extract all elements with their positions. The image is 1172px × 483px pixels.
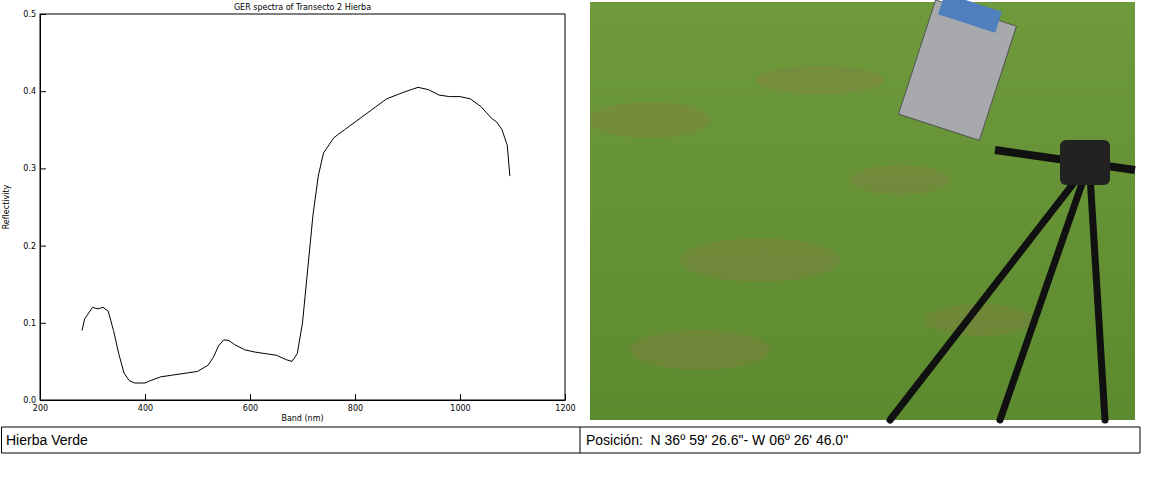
x-tick-mark [250, 394, 251, 400]
dry-patch [680, 238, 840, 282]
grass [590, 2, 1135, 420]
y-tick: 0.3 [23, 164, 46, 173]
y-axis: 0.0 0.1 0.2 0.3 0.4 0.5 [23, 10, 46, 405]
spectrum-line [82, 87, 510, 383]
y-tick-mark [40, 246, 46, 247]
plot-marks [82, 87, 510, 383]
caption-frame [2, 427, 1141, 453]
caption: Posición: N 36º 59' 26.6"- W 06º 26' 46.… [586, 432, 848, 448]
y-tick-mark [40, 14, 46, 15]
y-tick-mark [40, 168, 46, 169]
x-tick-label: 400 [138, 404, 153, 413]
y-tick: 0.2 [23, 242, 46, 251]
instrument-top [938, 0, 1002, 33]
cell-border [580, 427, 581, 453]
y-tick-mark [40, 400, 46, 401]
chart-title: GER spectra of Transecto 2 Hierba [234, 3, 371, 12]
x-axis-title: Band (nm) [281, 414, 323, 423]
tripod-head [1060, 140, 1110, 185]
x-tick-label: 1000 [450, 404, 470, 413]
y-tick-label: 0.1 [23, 319, 36, 328]
x-tick-mark [355, 394, 356, 400]
y-tick-label: 0.5 [23, 10, 36, 19]
x-tick-label: 800 [348, 404, 363, 413]
y-tick: 0.4 [23, 87, 46, 96]
tripod-leg [1090, 175, 1105, 420]
y-tick: 0.5 [23, 10, 46, 19]
x-tick: 400 [138, 394, 153, 413]
x-tick-mark [565, 394, 566, 400]
y-tick: 0.1 [23, 319, 46, 328]
cell-border [1140, 427, 1141, 453]
x-tick-mark [460, 394, 461, 400]
y-axis-line [40, 15, 41, 401]
dry-patch [590, 102, 710, 138]
y-axis-title: Reflectivity [2, 184, 11, 229]
x-axis-line [41, 400, 566, 401]
y-tick-label: 0.2 [23, 242, 36, 251]
photo [590, 0, 1135, 420]
plot-frame [40, 14, 565, 400]
y-tick-mark [40, 91, 46, 92]
x-tick: 600 [243, 394, 258, 413]
tripod-leg [1000, 175, 1085, 420]
dry-patch [755, 66, 885, 94]
x-axis: 20040060080010001200 [33, 394, 576, 413]
dry-patch [850, 165, 950, 195]
y-tick-label: 0.4 [23, 87, 36, 96]
x-tick-label: 1200 [555, 404, 575, 413]
page: 200400600800100012000.00.10.20.30.40.5GE… [0, 0, 1172, 483]
x-tick-label: 600 [243, 404, 258, 413]
x-tick: 1200 [555, 394, 575, 413]
x-tick: 800 [348, 394, 363, 413]
caption: Hierba Verde [6, 432, 88, 448]
tripod-leg [890, 175, 1080, 420]
chart: 200400600800100012000.00.10.20.30.40.5GE… [2, 3, 576, 423]
x-tick-mark [145, 394, 146, 400]
x-tick: 1000 [450, 394, 470, 413]
cell-border [2, 453, 1141, 454]
dry-patch [630, 330, 770, 370]
y-tick-label: 0.3 [23, 164, 36, 173]
y-tick-mark [40, 323, 46, 324]
cell-border [2, 427, 1141, 428]
y-tick-label: 0.0 [23, 396, 36, 405]
y-tick: 0.0 [23, 396, 46, 405]
cell-border [1, 427, 2, 453]
